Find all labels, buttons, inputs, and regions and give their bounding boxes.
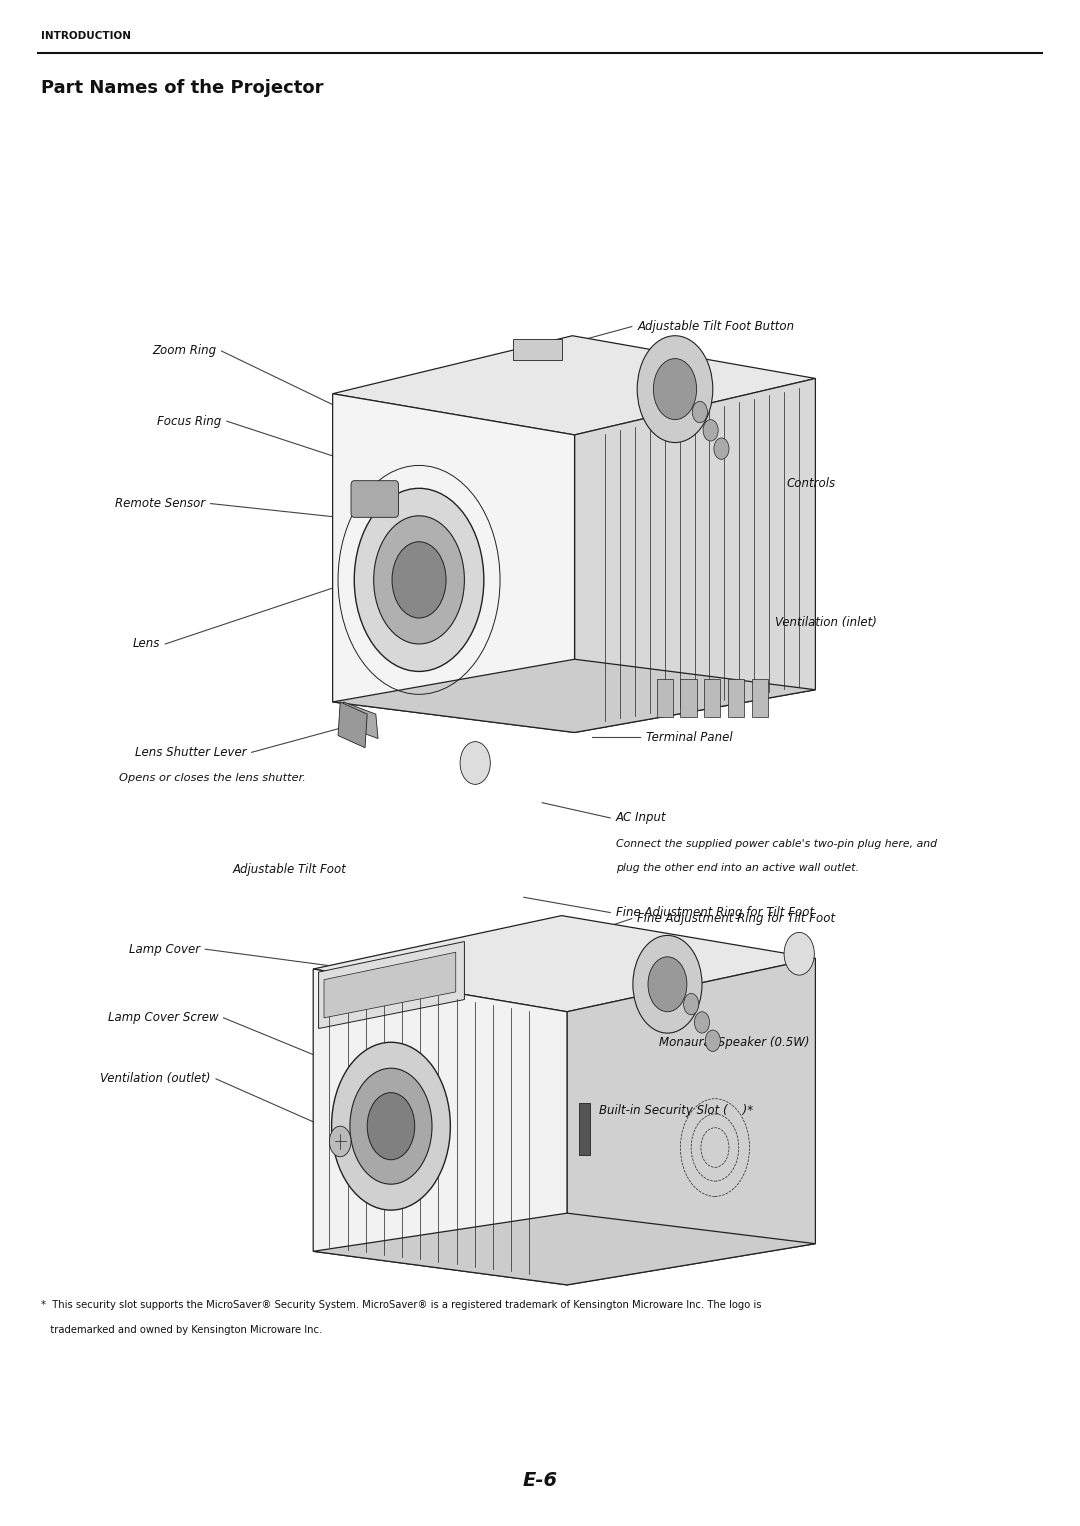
Polygon shape (338, 702, 367, 748)
Text: Part Names of the Projector: Part Names of the Projector (41, 79, 324, 98)
Circle shape (653, 359, 697, 420)
Bar (513, 339, 562, 360)
Text: Lamp Cover: Lamp Cover (129, 943, 200, 955)
Circle shape (637, 336, 713, 443)
Bar (728, 679, 744, 717)
Circle shape (332, 1042, 450, 1210)
Text: Fine Adjustment Ring for Tilt Foot: Fine Adjustment Ring for Tilt Foot (637, 913, 835, 925)
Text: *  This security slot supports the MicroSaver® Security System. MicroSaver® is a: * This security slot supports the MicroS… (41, 1300, 761, 1311)
Circle shape (684, 993, 699, 1015)
Text: Zoom Ring: Zoom Ring (152, 345, 216, 357)
Text: Monaural Speaker (0.5W): Monaural Speaker (0.5W) (659, 1036, 809, 1048)
Text: trademarked and owned by Kensington Microware Inc.: trademarked and owned by Kensington Micr… (41, 1325, 322, 1335)
Text: Focus Ring: Focus Ring (158, 415, 221, 427)
Circle shape (784, 932, 814, 975)
Text: Lens Shutter Lever: Lens Shutter Lever (135, 746, 246, 758)
Circle shape (392, 542, 446, 618)
Circle shape (329, 1126, 351, 1157)
Text: Remote Sensor: Remote Sensor (114, 497, 205, 510)
Text: Connect the supplied power cable's two-pin plug here, and: Connect the supplied power cable's two-p… (616, 839, 936, 848)
Text: Built-in Security Slot (    )*: Built-in Security Slot ( )* (599, 1105, 754, 1117)
Circle shape (694, 1012, 710, 1033)
Polygon shape (313, 969, 567, 1285)
Polygon shape (333, 659, 815, 732)
Circle shape (633, 935, 702, 1033)
Bar (704, 679, 720, 717)
Bar (752, 679, 768, 717)
Circle shape (460, 742, 490, 784)
Bar (657, 679, 673, 717)
Text: Adjustable Tilt Foot Button: Adjustable Tilt Foot Button (637, 320, 794, 333)
Text: Controls: Controls (786, 478, 835, 490)
Circle shape (714, 438, 729, 459)
Text: Adjustable Tilt Foot: Adjustable Tilt Foot (232, 864, 346, 876)
Polygon shape (313, 916, 815, 1012)
Circle shape (648, 957, 687, 1012)
Polygon shape (567, 958, 815, 1285)
Bar (579, 1103, 590, 1155)
Circle shape (703, 420, 718, 441)
Text: Lamp Cover Screw: Lamp Cover Screw (108, 1012, 218, 1024)
Polygon shape (313, 1213, 815, 1285)
Circle shape (354, 488, 484, 671)
Circle shape (705, 1030, 720, 1051)
Circle shape (350, 1068, 432, 1184)
Circle shape (692, 401, 707, 423)
Text: Terminal Panel: Terminal Panel (646, 731, 732, 743)
Text: Fine Adjustment Ring for Tilt Foot: Fine Adjustment Ring for Tilt Foot (616, 906, 813, 919)
Circle shape (374, 516, 464, 644)
Text: Lens: Lens (133, 638, 160, 650)
Polygon shape (319, 942, 464, 1029)
Circle shape (367, 1093, 415, 1160)
Text: Ventilation (inlet): Ventilation (inlet) (775, 617, 877, 629)
Text: Opens or closes the lens shutter.: Opens or closes the lens shutter. (119, 774, 306, 783)
Polygon shape (333, 336, 815, 435)
Text: INTRODUCTION: INTRODUCTION (41, 31, 131, 41)
Text: E-6: E-6 (523, 1471, 557, 1489)
FancyBboxPatch shape (351, 481, 399, 517)
Polygon shape (343, 702, 378, 739)
Polygon shape (575, 378, 815, 732)
Text: AC Input: AC Input (616, 812, 666, 824)
Bar (680, 679, 697, 717)
Polygon shape (324, 952, 456, 1018)
Text: plug the other end into an active wall outlet.: plug the other end into an active wall o… (616, 864, 859, 873)
Text: Ventilation (outlet): Ventilation (outlet) (100, 1073, 211, 1085)
Polygon shape (333, 394, 575, 732)
